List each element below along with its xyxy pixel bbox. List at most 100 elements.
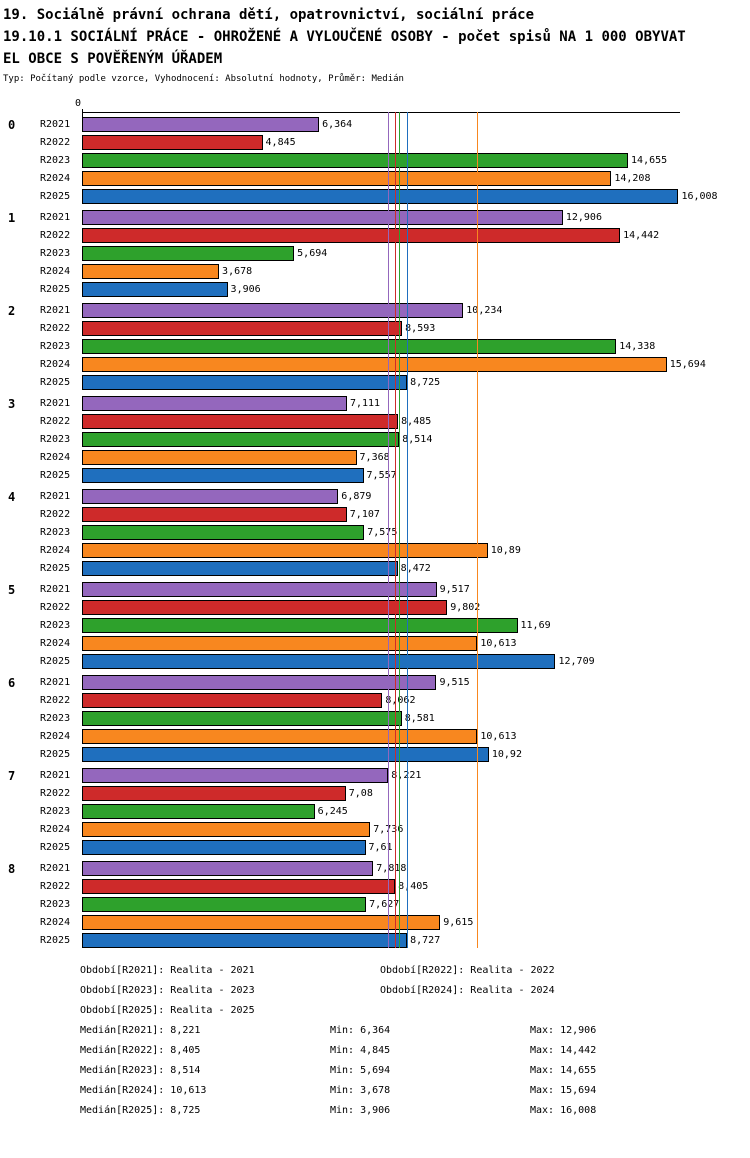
bar-track: 12,906	[82, 210, 680, 225]
bar-row: R2025 7,61	[0, 840, 750, 855]
bar-track: 7,368	[82, 450, 680, 465]
bar	[82, 618, 518, 633]
bar-group: 2 R2021 10,234 R2022 8,593 R2023 14,338 R2024 15…	[0, 303, 750, 390]
bar	[82, 804, 315, 819]
series-label: R2023	[40, 527, 71, 538]
series-label: R2025	[40, 191, 71, 202]
bar-track: 9,615	[82, 915, 680, 930]
bar-row: R2023 7,627	[0, 897, 750, 912]
legend-row: Období[R2025]: Realita - 2025	[0, 1000, 750, 1020]
stat-median: Medián[R2022]: 8,405	[80, 1044, 201, 1056]
series-label: R2025	[40, 842, 71, 853]
value-label: 6,879	[341, 491, 372, 502]
value-label: 8,405	[398, 881, 429, 892]
bar-track: 15,694	[82, 357, 706, 372]
bar	[82, 693, 383, 708]
stat-median: Medián[R2021]: 8,221	[80, 1024, 201, 1036]
value-label: 7,111	[349, 398, 381, 409]
bar	[82, 450, 357, 465]
category-label: 8	[8, 861, 16, 876]
bar	[82, 321, 403, 336]
value-label: 4,845	[265, 137, 296, 148]
series-label: R2024	[40, 452, 71, 463]
bar-row: R2024 14,208	[0, 171, 750, 186]
series-label: R2024	[40, 917, 71, 928]
stat-min: Min: 5,694	[330, 1064, 391, 1076]
bar-track: 8,221	[82, 768, 680, 783]
stat-max: Max: 15,694	[530, 1084, 597, 1096]
bar-track: 14,208	[82, 171, 680, 186]
stat-max: Max: 16,008	[530, 1104, 597, 1116]
bar-row: R2022 8,485	[0, 414, 750, 429]
bar-track: 6,245	[82, 804, 680, 819]
value-label: 7,107	[349, 509, 380, 520]
axis-origin-tick	[82, 109, 83, 118]
value-label: 6,245	[317, 806, 348, 817]
bar-track: 7,818	[82, 861, 680, 876]
bar	[82, 525, 365, 540]
bar	[82, 171, 612, 186]
bar-row: R2022 9,802	[0, 600, 750, 615]
bar	[82, 468, 364, 483]
bar-row: R2025 8,725	[0, 375, 750, 390]
chart-groups: 0 R2021 6,364 R2022 4,845 R2023 14,655 R2024 14,…	[0, 112, 750, 948]
value-label: 7,368	[359, 452, 390, 463]
series-label: R2023	[40, 248, 71, 259]
value-label: 8,221	[391, 770, 422, 781]
series-label: R2022	[40, 323, 71, 334]
value-label: 9,517	[439, 584, 470, 595]
series-label: R2022	[40, 602, 71, 613]
value-label: 8,593	[405, 323, 436, 334]
legend-row: Období[R2023]: Realita - 2023 Období[R202…	[0, 980, 750, 1000]
category-label: 0	[8, 117, 16, 132]
series-label: R2024	[40, 545, 71, 556]
bar-track: 7,627	[82, 897, 680, 912]
stat-min: Min: 4,845	[330, 1044, 391, 1056]
bar-track: 9,802	[82, 600, 680, 615]
value-label: 9,802	[450, 602, 481, 613]
bar-row: R2024 3,678	[0, 264, 750, 279]
bar-row: 5 R2021 9,517	[0, 582, 750, 597]
stat-max: Max: 14,442	[530, 1044, 597, 1056]
legend-item: Období[R2021]: Realita - 2021	[80, 964, 255, 976]
value-label: 10,234	[466, 305, 503, 316]
value-label: 7,08	[348, 788, 373, 799]
bar-row: R2023 14,338	[0, 339, 750, 354]
series-label: R2024	[40, 731, 71, 742]
bar-group: 3 R2021 7,111 R2022 8,485 R2023 8,514 R2024 7,36…	[0, 396, 750, 483]
bar-row: R2023 8,581	[0, 711, 750, 726]
bar-track: 8,593	[82, 321, 680, 336]
bar-row: R2024 15,694	[0, 357, 750, 372]
bar	[82, 153, 629, 168]
bar	[82, 879, 396, 894]
bar	[82, 636, 478, 651]
bar-group: 6 R2021 9,515 R2022 8,062 R2023 8,581 R2024 10,6…	[0, 675, 750, 762]
value-label: 8,062	[385, 695, 416, 706]
bar	[82, 600, 448, 615]
bar	[82, 414, 399, 429]
bar-track: 7,111	[82, 396, 680, 411]
bar	[82, 711, 402, 726]
bar-row: R2022 8,062	[0, 693, 750, 708]
bar-track: 7,736	[82, 822, 680, 837]
series-label: R2025	[40, 656, 71, 667]
bar-row: R2025 10,92	[0, 747, 750, 762]
bar-row: R2023 8,514	[0, 432, 750, 447]
value-label: 10,613	[480, 731, 517, 742]
bar-row: 3 R2021 7,111	[0, 396, 750, 411]
value-label: 9,515	[439, 677, 470, 688]
bar-track: 8,581	[82, 711, 680, 726]
bar-track: 6,364	[82, 117, 680, 132]
bar-track: 8,062	[82, 693, 680, 708]
bar	[82, 339, 617, 354]
report-subtitle: Typ: Počítaný podle vzorce, Vyhodnocení:…	[3, 74, 404, 84]
bar-row: 7 R2021 8,221	[0, 768, 750, 783]
value-label: 14,338	[619, 341, 656, 352]
bar-track: 7,557	[82, 468, 680, 483]
series-label: R2021	[40, 863, 71, 874]
bar-group: 4 R2021 6,879 R2022 7,107 R2023 7,575 R2024 10,8…	[0, 489, 750, 576]
series-label: R2025	[40, 563, 71, 574]
value-label: 14,655	[631, 155, 668, 166]
stat-max: Max: 14,655	[530, 1064, 597, 1076]
bar-group: 8 R2021 7,818 R2022 8,405 R2023 7,627 R2024 9,61…	[0, 861, 750, 948]
